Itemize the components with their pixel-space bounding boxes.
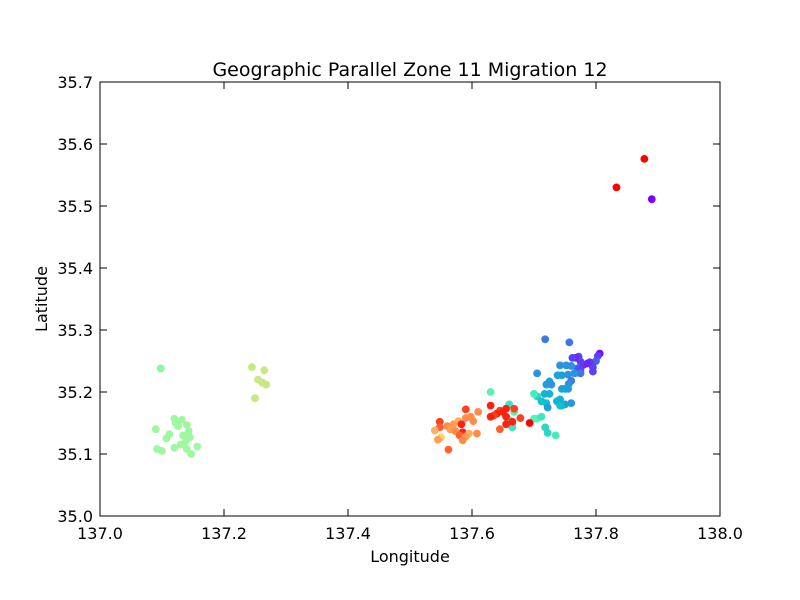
y-tick-label: 35.3 [57, 321, 93, 340]
data-point [640, 154, 649, 163]
data-point [565, 338, 574, 347]
data-point [541, 335, 550, 344]
data-point [262, 380, 271, 389]
data-point [545, 389, 554, 398]
y-tick-label: 35.6 [57, 135, 93, 154]
data-point [162, 434, 171, 443]
data-point [260, 366, 269, 375]
data-point [170, 443, 179, 452]
y-tick-label: 35.5 [57, 197, 93, 216]
y-tick-label: 35.1 [57, 445, 93, 464]
data-point [156, 364, 165, 373]
y-tick-label: 35.4 [57, 259, 93, 278]
data-point [182, 445, 191, 453]
data-point [469, 417, 478, 426]
data-point [553, 371, 562, 380]
data-point [486, 388, 495, 396]
data-point [473, 429, 481, 438]
x-tick-label: 137.6 [449, 524, 495, 543]
data-point [176, 440, 185, 449]
y-tick-label: 35.2 [57, 383, 93, 402]
x-tick-label: 137.0 [77, 524, 123, 543]
data-point [433, 435, 442, 444]
data-point [556, 401, 564, 410]
data-point [461, 414, 470, 422]
data-point [444, 445, 453, 454]
data-point [174, 422, 183, 430]
y-tick-label: 35.7 [57, 73, 93, 92]
data-point [457, 420, 466, 429]
data-point [158, 446, 166, 455]
data-point [430, 426, 439, 435]
data-point [193, 442, 202, 451]
data-point [461, 405, 470, 414]
data-point [495, 425, 504, 434]
data-point [568, 353, 577, 362]
data-point [537, 412, 546, 421]
data-point [247, 363, 256, 372]
data-point [543, 403, 552, 412]
data-point [612, 183, 621, 192]
x-tick-label: 137.4 [325, 524, 371, 543]
chart-title: Geographic Parallel Zone 11 Migration 12 [212, 59, 607, 81]
data-point [508, 417, 517, 426]
data-point [510, 404, 519, 413]
data-point [187, 450, 196, 458]
data-point [486, 401, 495, 410]
data-points [151, 154, 656, 458]
data-point [530, 389, 538, 398]
data-point [458, 436, 467, 445]
data-point [589, 367, 597, 376]
data-point [556, 361, 564, 370]
data-point [251, 394, 259, 403]
y-tick-label: 35.0 [57, 507, 93, 526]
axis-ticks: 137.0 137.2 137.4 137.6 137.8 138.0 35.0 35.1 35… [57, 73, 743, 543]
data-point [647, 195, 656, 204]
y-axis-label: Latitude [32, 266, 51, 332]
data-point [543, 429, 552, 437]
data-point [502, 412, 510, 421]
x-tick-label: 138.0 [697, 524, 743, 543]
data-point [533, 369, 541, 378]
x-tick-label: 137.2 [201, 524, 247, 543]
data-point [474, 407, 483, 416]
x-axis-label: Longitude [370, 547, 450, 566]
data-point [551, 431, 560, 440]
data-point [564, 384, 572, 393]
data-point [525, 419, 534, 427]
x-tick-label: 137.8 [573, 524, 619, 543]
plot-area [100, 82, 720, 516]
data-point [547, 380, 556, 389]
data-point [516, 414, 525, 422]
plot-frame [99, 81, 721, 517]
data-point [486, 412, 495, 421]
data-point [151, 425, 160, 434]
data-point [177, 415, 186, 424]
